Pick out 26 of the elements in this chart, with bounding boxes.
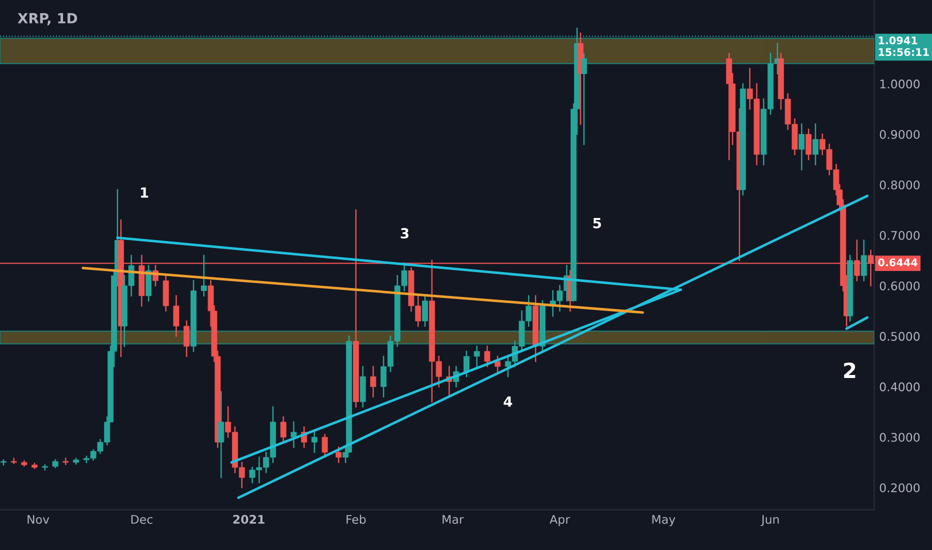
y-tick-label: 0.5000 — [880, 332, 920, 341]
y-tick-label: 0.4000 — [880, 382, 920, 392]
y-tick-label: 1.0000 — [880, 80, 920, 88]
ref-line-label: 1.0941 — [878, 36, 918, 44]
annotation: 1 — [140, 187, 148, 198]
y-tick-label: 0.8000 — [880, 180, 920, 190]
annotation: 2 — [844, 362, 856, 378]
x-tick-label: Nov — [28, 515, 50, 524]
x-tick-label: Apr — [550, 515, 570, 526]
x-tick-label: Jun — [760, 515, 779, 526]
y-tick-label: 0.6000 — [880, 281, 920, 290]
x-tick-label: Feb — [346, 514, 366, 524]
ref-line-label: 0.6444 — [878, 258, 918, 266]
y-tick-label: 0.3000 — [880, 432, 920, 442]
annotation: 4 — [504, 396, 512, 407]
annotation: 3 — [400, 228, 408, 239]
text: XRP, 1D — [18, 13, 78, 26]
x-tick-label: 2021 — [233, 514, 264, 524]
y-tick-label: 0.9000 — [880, 130, 920, 139]
text: 15:56:11 — [878, 48, 929, 56]
x-tick-label: Mar — [442, 515, 464, 524]
y-tick-label: 0.2000 — [880, 483, 920, 492]
x-tick-label: May — [652, 515, 676, 526]
annotation: 5 — [593, 218, 601, 228]
y-tick-label: 0.7000 — [880, 230, 920, 240]
x-tick-label: Dec — [131, 515, 152, 524]
